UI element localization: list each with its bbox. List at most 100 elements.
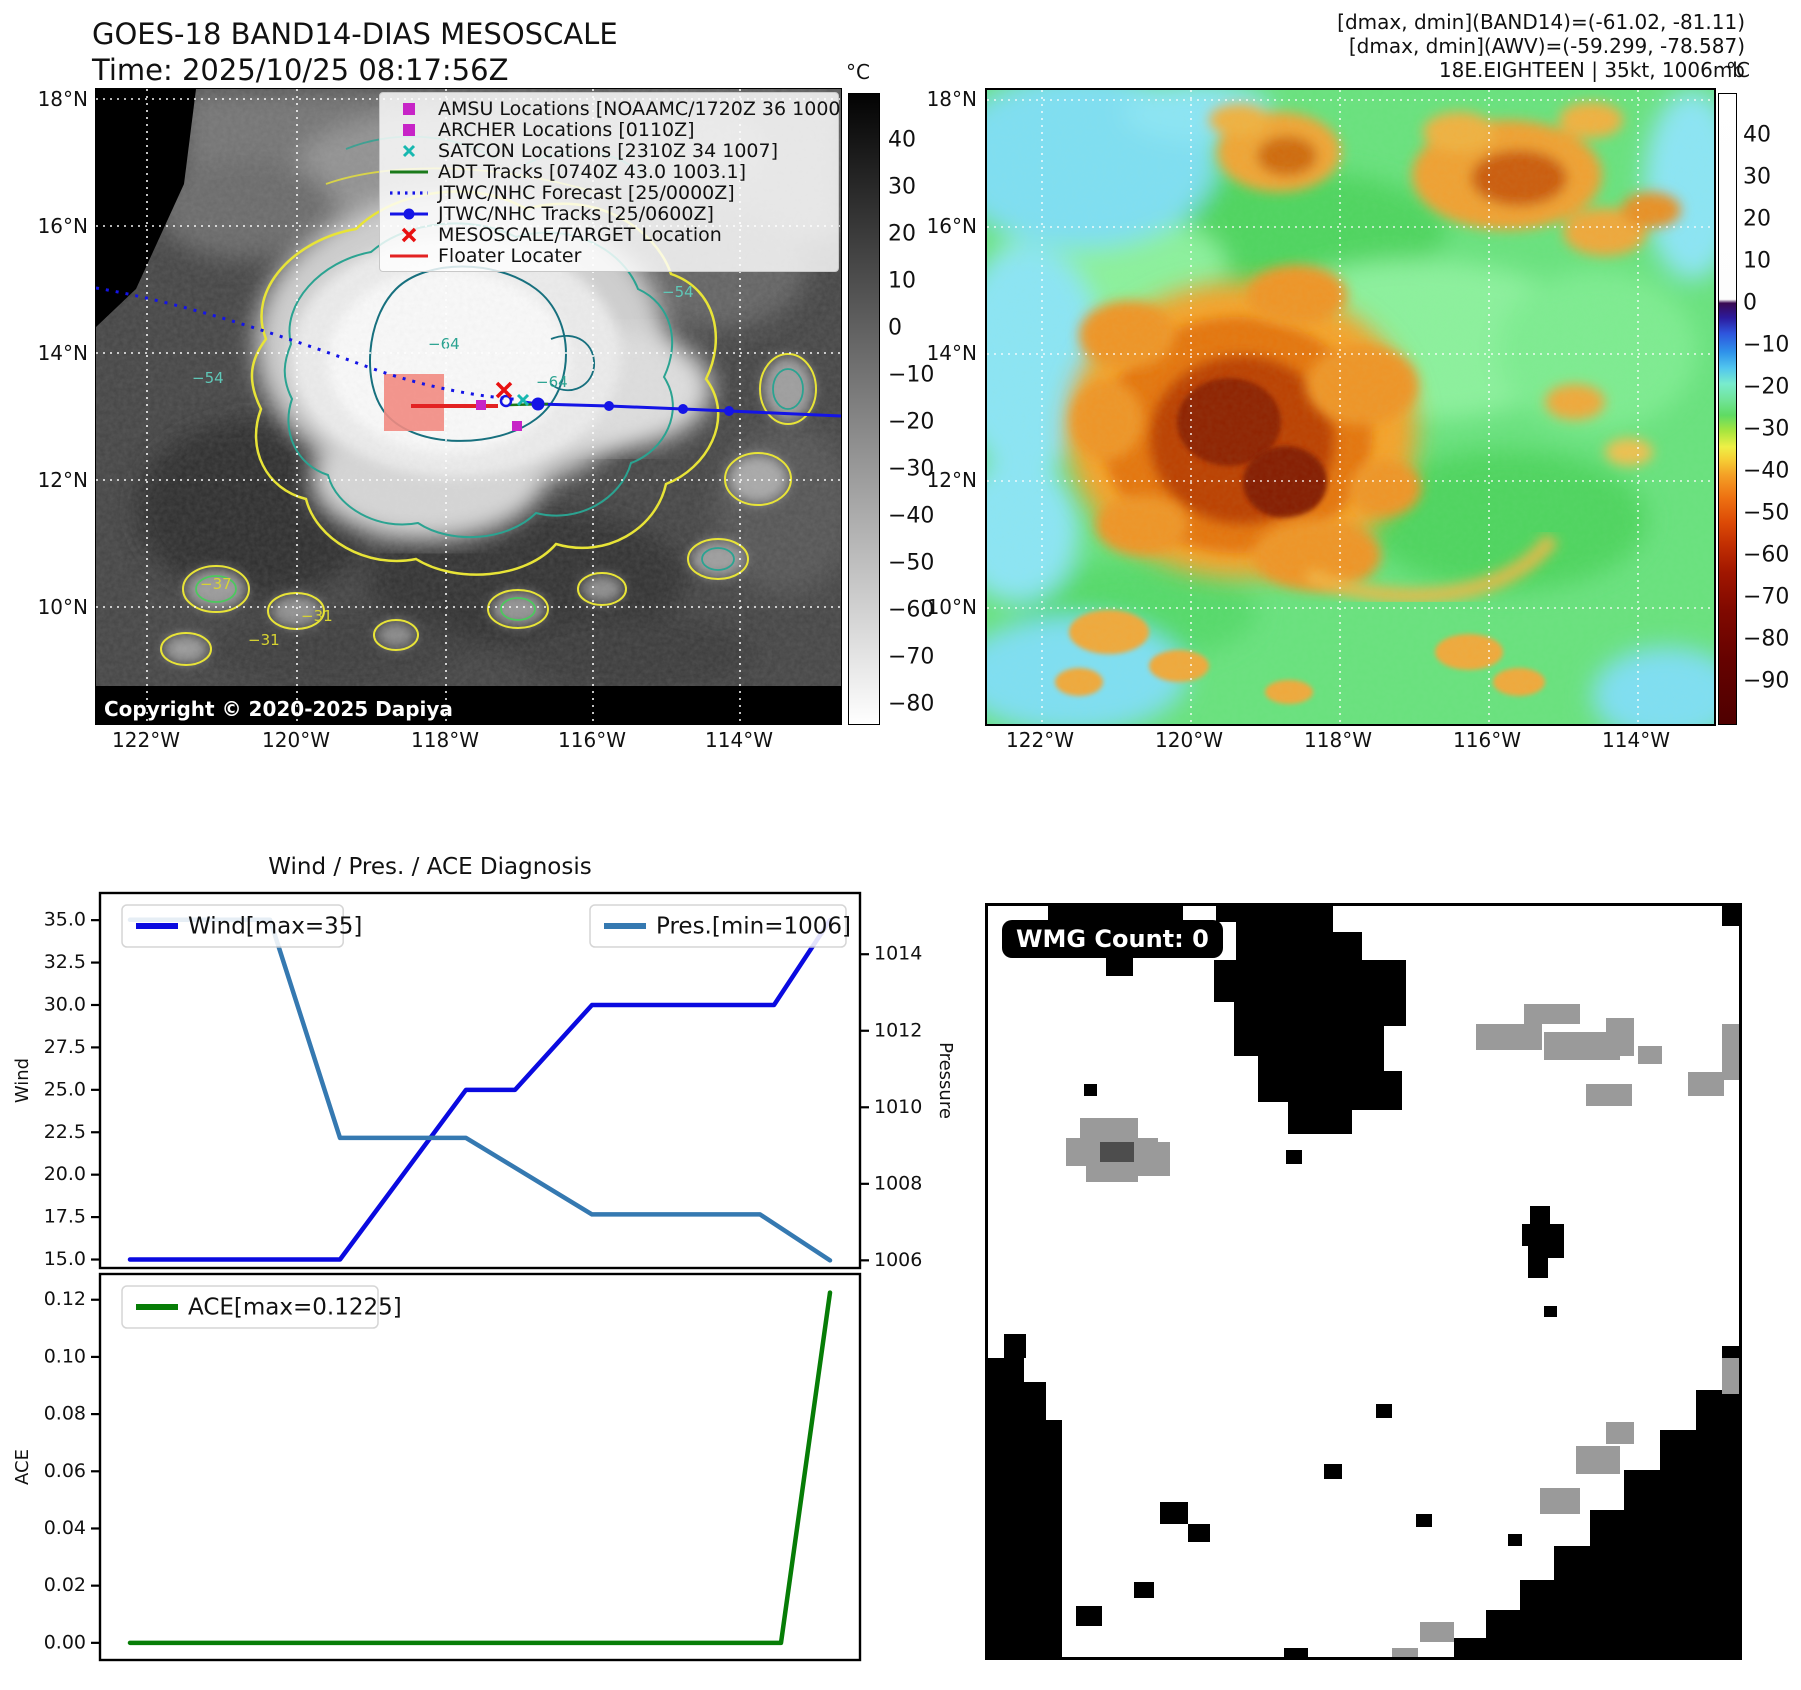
ytick-label-right: 1008 [874, 1172, 922, 1194]
square-magenta-icon [386, 99, 432, 119]
awv-map-art [987, 90, 1714, 724]
line-green-icon [386, 162, 432, 182]
chart-legend-box [589, 904, 847, 948]
map2-lat-0: 18°N [926, 87, 977, 111]
ytick-label: 0.10 [44, 1345, 86, 1367]
ytick-label-right: 1006 [874, 1249, 922, 1271]
map2-lat-2: 14°N [926, 341, 977, 365]
wmg-black-blobs [988, 906, 1739, 1657]
cb2-tick-0: 40 [1743, 122, 1771, 148]
dmax-dmin-header: [dmax, dmin](BAND14)=(-61.02, -81.11) [d… [1337, 10, 1745, 82]
map1-lat-1: 16°N [37, 214, 88, 238]
ytick-label: 15.0 [44, 1248, 86, 1270]
cb2-tick-2: 20 [1743, 206, 1771, 232]
cb2-tick-6: −20 [1743, 374, 1790, 400]
jtwc-forecast-line [96, 286, 525, 402]
band14-satellite-map: −64 −64 −54 −54 −37 −31 −31 [95, 88, 842, 725]
cb2-tick-3: 10 [1743, 248, 1771, 274]
contour-label: −64 [428, 335, 460, 353]
legend-label: MESOSCALE/TARGET Location [438, 223, 722, 246]
awv-satellite-map [985, 88, 1716, 726]
ytick-label: 22.5 [44, 1121, 86, 1143]
map2-lon-0: 122°W [1006, 728, 1074, 752]
map1-lon-1: 120°W [262, 728, 330, 752]
legend-label: JTWC/NHC Forecast [25/0000Z] [438, 181, 735, 204]
dmax-awv-line: [dmax, dmin](AWV)=(-59.299, -78.587) [1348, 34, 1745, 58]
cb1-tick-6: −20 [888, 409, 935, 435]
cb1-tick-8: −40 [888, 503, 935, 529]
page-title: GOES-18 BAND14-DIAS MESOSCALE Time: 2025… [92, 16, 618, 88]
legend-item-3: ADT Tracks [0740Z 43.0 1003.1] [386, 161, 832, 183]
wmg-panel: WMG Count: 0 [985, 903, 1742, 1660]
x-red-icon [386, 225, 432, 245]
band14-time: Time: 2025/10/25 08:17:56Z [92, 53, 509, 87]
wind-pres-ace-charts: 15.0 17.5 20.0 22.5 25.0 27.5 30.0 32.5 35.0 Wind… [12, 891, 956, 1662]
legend-label: AMSU Locations [NOAAMC/1720Z 36 1000] [438, 97, 842, 120]
ytick-label-right: 1014 [874, 943, 922, 965]
legend-item-0: AMSU Locations [NOAAMC/1720Z 36 1000] [386, 98, 841, 120]
map2-lat-1: 16°N [926, 214, 977, 238]
x-cyan-icon [386, 141, 432, 161]
legend-label: SATCON Locations [2310Z 34 1007] [438, 139, 779, 162]
map1-lat-2: 14°N [37, 341, 88, 365]
cb2-tick-13: −90 [1743, 668, 1790, 694]
cb1-tick-12: −80 [888, 691, 935, 717]
band14-map-art: −64 −64 −54 −54 −37 −31 −31 [96, 89, 841, 724]
legend-item-6: MESOSCALE/TARGET Location [386, 223, 832, 246]
map2-lon-3: 116°W [1453, 728, 1521, 752]
chart-legend-box [121, 1285, 379, 1329]
satcon-marker [516, 393, 530, 407]
chart-legend-label: Wind[max=35] [188, 914, 362, 940]
chart-1-plot-box [98, 1272, 862, 1662]
cb2-tick-7: −30 [1743, 416, 1790, 442]
contour-label: −64 [536, 373, 568, 391]
legend-item-7: Floater Locater [386, 245, 832, 267]
wmg-darkgray-core [1100, 1142, 1134, 1162]
map-legend: AMSU Locations [NOAAMC/1720Z 36 1000] ARC… [379, 92, 841, 272]
y-axis-label-right: Pressure [935, 1042, 956, 1119]
cb2-tick-12: −80 [1743, 626, 1790, 652]
map1-lat-0: 18°N [37, 87, 88, 111]
ytick-label-right: 1010 [874, 1096, 922, 1118]
ytick-label: 25.0 [44, 1078, 86, 1100]
amsu-archer-markers [476, 400, 522, 431]
map1-lat-4: 10°N [37, 595, 88, 619]
chart-0-plot-box [98, 891, 862, 1270]
band14-title: GOES-18 BAND14-DIAS MESOSCALE [92, 17, 618, 51]
cb2-tick-8: −40 [1743, 458, 1790, 484]
awv-colorbar [1718, 93, 1737, 725]
cb1-tick-3: 10 [888, 268, 916, 294]
line-red-icon [386, 246, 432, 266]
band14-colorbar [848, 93, 880, 725]
cb2-tick-5: −10 [1743, 332, 1790, 358]
ytick-label: 0.08 [44, 1403, 86, 1425]
ytick-label: 20.0 [44, 1163, 86, 1185]
map1-lat-3: 12°N [37, 468, 88, 492]
legend-item-5: JTWC/NHC Tracks [25/0600Z] [386, 202, 832, 225]
legend-label: JTWC/NHC Tracks [25/0600Z] [438, 202, 714, 225]
line-dot-blue-icon [386, 204, 432, 224]
dotted-blue-icon [386, 183, 432, 203]
y-axis-label: Wind [12, 1058, 33, 1103]
map1-lon-0: 122°W [112, 728, 180, 752]
map2-lon-1: 120°W [1155, 728, 1223, 752]
chart-legend-box [121, 904, 344, 948]
diagnosis-title: Wind / Pres. / ACE Diagnosis [268, 854, 592, 880]
map2-lon-4: 114°W [1602, 728, 1670, 752]
contour-label: −37 [200, 575, 232, 593]
map1-lon-4: 114°W [705, 728, 773, 752]
cb1-tick-11: −70 [888, 644, 935, 670]
cb1-tick-9: −50 [888, 550, 935, 576]
legend-item-4: JTWC/NHC Forecast [25/0000Z] [386, 181, 832, 204]
map2-lat-3: 12°N [926, 468, 977, 492]
ytick-label: 17.5 [44, 1206, 86, 1228]
ytick-label-right: 1012 [874, 1019, 922, 1041]
legend-item-1: ARCHER Locations [0110Z] [386, 119, 832, 141]
cb1-tick-1: 30 [888, 174, 916, 200]
ytick-label: 0.12 [44, 1288, 86, 1310]
map1-lon-2: 118°W [411, 728, 479, 752]
chart-legend-label: Pres.[min=1006] [656, 914, 851, 940]
ytick-label: 0.00 [44, 1631, 86, 1653]
cb2-tick-9: −50 [1743, 500, 1790, 526]
